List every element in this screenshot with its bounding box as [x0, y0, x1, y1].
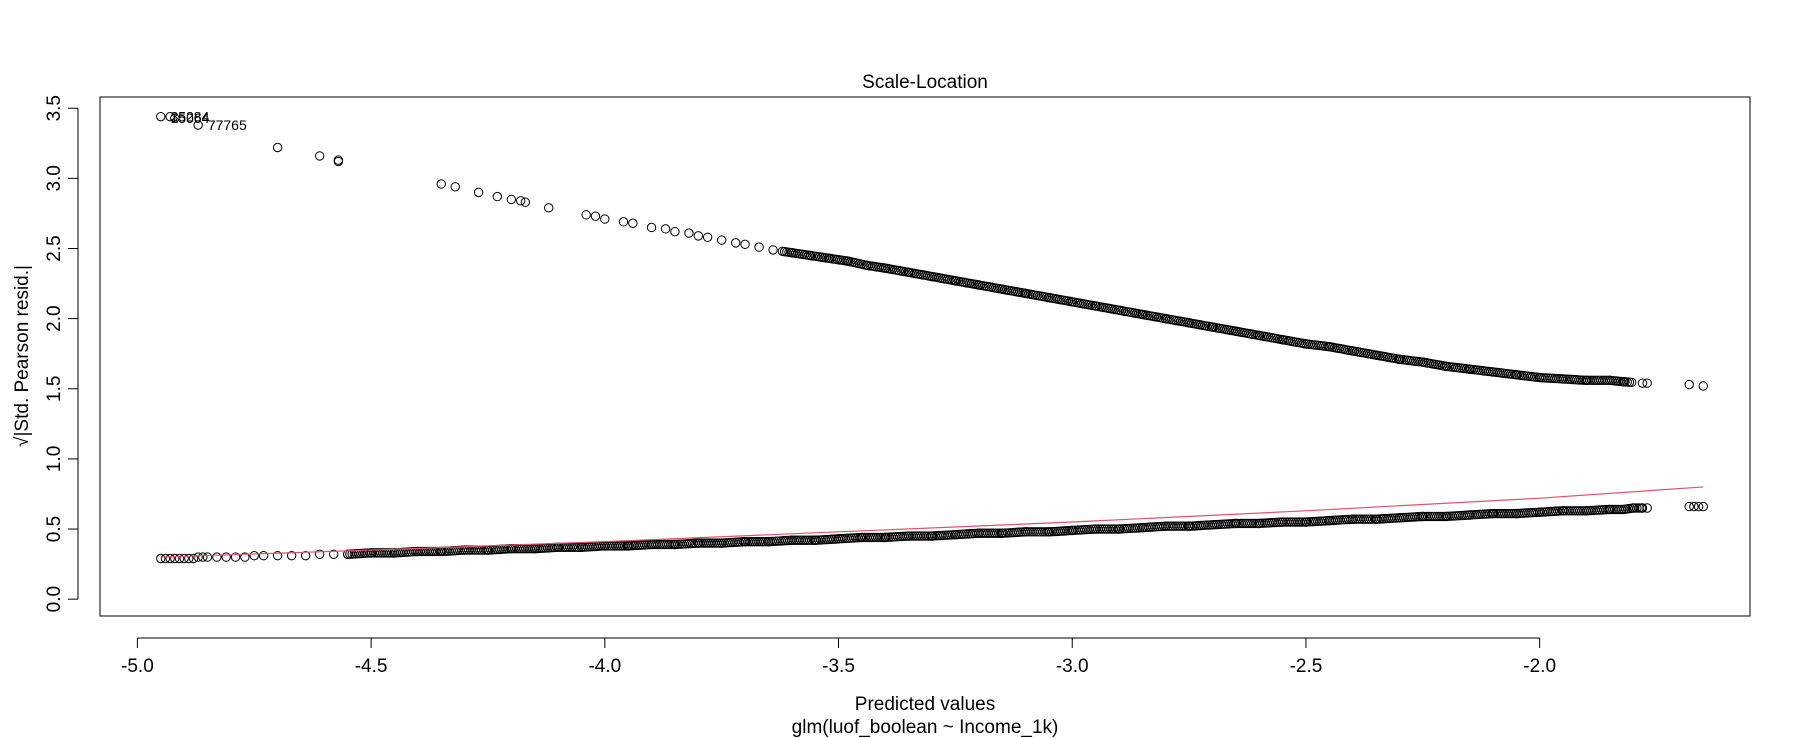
upper-point	[515, 196, 526, 206]
x-axis: -5.0 -4.5 -4.0 -3.5 -3.0 -2.5 -2.0	[121, 637, 1556, 677]
smoother-line	[160, 486, 1704, 558]
upper-point	[628, 218, 638, 228]
upper-point	[740, 239, 750, 249]
lower-point	[1689, 501, 1699, 512]
upper-point	[646, 222, 657, 233]
lower-point	[258, 550, 269, 561]
y-tick-label: 2.5	[44, 235, 65, 261]
upper-point	[156, 111, 166, 122]
upper-point	[450, 182, 460, 192]
upper-point	[618, 217, 629, 227]
upper-point	[716, 235, 727, 245]
upper-point	[754, 242, 764, 252]
lower-point	[179, 553, 189, 564]
point-label: 15064	[170, 110, 209, 126]
smoother-line-group	[160, 486, 1704, 558]
lower-point	[174, 553, 185, 564]
lower-point	[221, 552, 231, 562]
y-tick-label: 0.0	[44, 586, 65, 612]
point-label: 35284	[170, 109, 209, 125]
upper-point	[693, 231, 704, 241]
x-tick-label: -3.0	[1056, 656, 1089, 677]
y-tick-label: 1.5	[44, 376, 65, 402]
x-tick-label: -5.0	[121, 656, 154, 677]
upper-point	[1684, 379, 1694, 390]
lower-point	[1636, 503, 1647, 513]
upper-point	[1637, 378, 1648, 388]
upper-point	[768, 245, 778, 255]
lower-point	[170, 553, 180, 564]
lower-point	[249, 550, 259, 561]
y-tick-label: 2.0	[44, 305, 65, 331]
lower-point	[156, 553, 166, 564]
scatter-points	[156, 111, 1708, 564]
lower-point	[1693, 501, 1704, 512]
lower-point	[1634, 503, 1644, 513]
upper-point	[660, 224, 671, 234]
lower-point	[193, 552, 203, 562]
y-tick-label: 3.5	[44, 95, 65, 121]
lower-point	[188, 553, 199, 564]
lower-point	[198, 552, 208, 562]
lower-point	[165, 553, 175, 564]
lower-point	[240, 552, 250, 562]
x-tick-label: -4.0	[588, 656, 621, 677]
upper-point	[581, 210, 591, 220]
upper-point	[170, 113, 180, 123]
lower-point	[160, 553, 171, 564]
y-tick-label: 1.0	[44, 446, 65, 472]
upper-point	[684, 228, 694, 238]
upper-point	[506, 194, 517, 205]
upper-point	[1626, 377, 1637, 388]
x-tick-label: -2.5	[1290, 656, 1323, 677]
upper-point	[520, 197, 531, 207]
y-axis-label: √|Std. Pearson resid.|	[12, 265, 33, 447]
upper-point	[730, 238, 741, 248]
x-axis-label: Predicted values	[855, 694, 995, 715]
lower-point	[300, 550, 311, 561]
point-label: 77765	[208, 117, 247, 133]
lower-point	[272, 550, 283, 561]
lower-point	[1698, 501, 1708, 512]
lower-point	[314, 549, 325, 559]
upper-point	[544, 203, 554, 213]
lower-point	[329, 549, 339, 559]
upper-point	[436, 179, 446, 189]
upper-point	[600, 214, 610, 224]
upper-point	[1642, 378, 1652, 388]
upper-point	[473, 187, 484, 198]
chart-subtitle: glm(luof_boolean ~ Income_1k)	[792, 717, 1059, 738]
x-tick-label: -2.0	[1523, 656, 1556, 677]
lower-point	[202, 552, 213, 562]
upper-point	[702, 232, 713, 242]
lower-point	[1684, 501, 1694, 512]
upper-point	[492, 191, 503, 202]
chart-title: Scale-Location	[862, 72, 988, 93]
lower-point	[230, 552, 241, 562]
lower-point	[1630, 503, 1640, 513]
upper-point	[272, 142, 283, 153]
lower-point	[212, 552, 222, 562]
upper-point	[165, 111, 175, 122]
x-tick-label: -4.5	[355, 656, 388, 677]
y-axis: 0.0 0.5 1.0 1.5 2.0 2.5 3.0 3.5	[44, 95, 79, 612]
lower-point	[184, 553, 194, 564]
upper-point	[333, 155, 344, 165]
upper-point	[314, 151, 325, 161]
x-tick-label: -3.5	[822, 656, 855, 677]
plot-frame	[99, 96, 1751, 617]
upper-point	[670, 226, 680, 237]
lower-point	[1616, 504, 1627, 515]
upper-point	[590, 211, 601, 221]
y-tick-label: 0.5	[44, 516, 65, 542]
lower-point	[1632, 503, 1642, 513]
y-tick-label: 3.0	[44, 165, 65, 191]
lower-point	[286, 550, 297, 561]
upper-point	[193, 120, 203, 130]
upper-point	[1698, 381, 1708, 391]
